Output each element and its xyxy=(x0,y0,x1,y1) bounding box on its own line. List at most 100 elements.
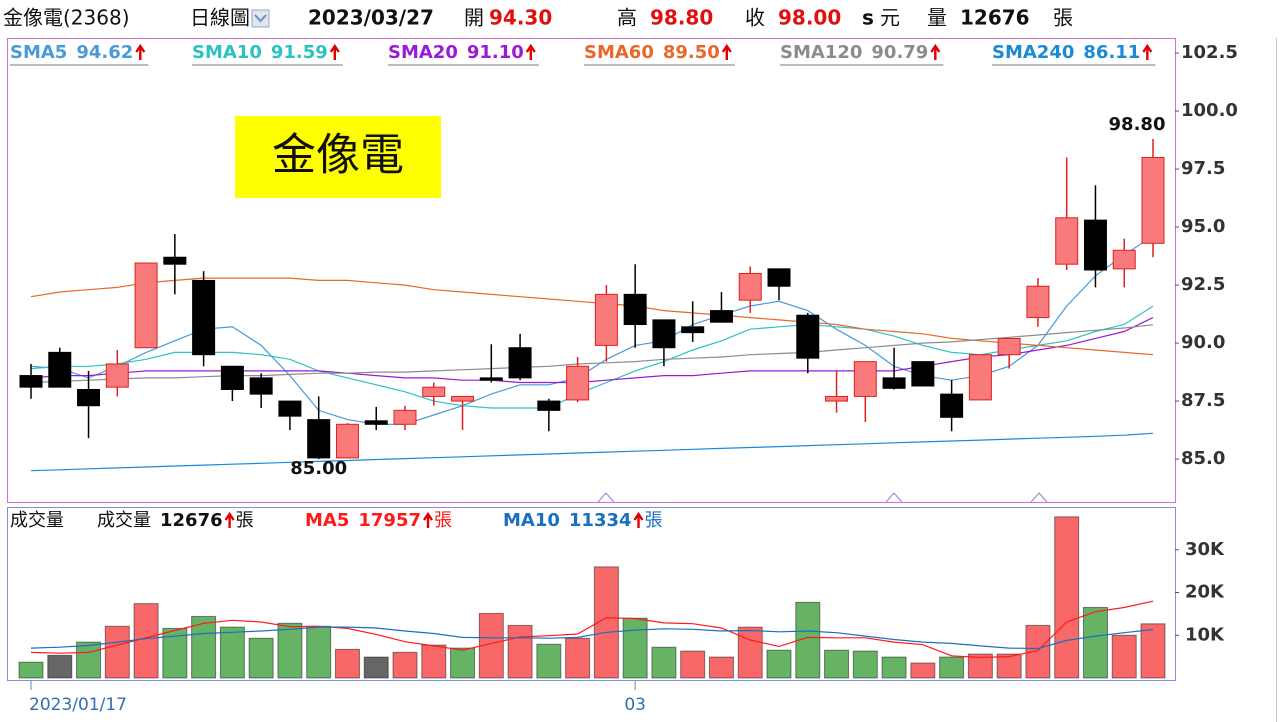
dropdown-arrow xyxy=(254,14,267,23)
candle-body xyxy=(997,337,1021,356)
y-tick-label: 87.5 xyxy=(1181,390,1225,411)
volume-bar xyxy=(133,603,159,679)
volume-bar xyxy=(622,617,648,679)
date: 2023/03/27 xyxy=(308,6,434,30)
candle-body xyxy=(594,293,618,346)
moving-average-line xyxy=(30,277,1154,356)
legend-entry: SMA20 91.10 xyxy=(388,42,524,63)
candle-body xyxy=(1055,217,1079,265)
volume-bar xyxy=(967,653,993,679)
volume-bar xyxy=(737,626,763,679)
candle-body xyxy=(105,363,129,388)
legend-value: 94.62 xyxy=(76,42,133,63)
legend-arrow xyxy=(329,43,340,60)
close-label: 收 xyxy=(745,6,765,30)
legend-value: 12676 xyxy=(160,510,223,531)
x-tick-label: 03 xyxy=(624,695,646,715)
candle-body xyxy=(307,419,331,459)
candle-body xyxy=(422,386,446,397)
candle-body xyxy=(681,326,705,334)
legend-value: 90.79 xyxy=(871,42,928,63)
volume-bar xyxy=(191,615,217,679)
candle-body xyxy=(48,351,72,388)
close-value: 98.00 xyxy=(778,6,841,30)
volume-bar xyxy=(104,625,130,679)
legend-arrow xyxy=(135,43,146,60)
y-tick-label: 90.0 xyxy=(1181,332,1225,353)
chart-title: 金像電 xyxy=(272,130,404,181)
candle-body xyxy=(278,400,302,417)
x-tick-label: 2023/01/17 xyxy=(29,695,127,715)
volume-bar xyxy=(1082,606,1108,679)
legend-value: 91.59 xyxy=(271,42,328,63)
candle-body xyxy=(163,256,187,265)
candle-body xyxy=(825,395,849,402)
view-name: 日線圖 xyxy=(190,6,250,30)
volume-bar xyxy=(939,656,965,679)
legend-name: SMA120 xyxy=(780,42,862,63)
candle-body xyxy=(1141,156,1165,244)
y-tick-label: 95.0 xyxy=(1181,216,1225,237)
volume-bar xyxy=(392,651,418,679)
moving-average-line xyxy=(30,305,1154,409)
volume-bar xyxy=(18,661,44,679)
candle-body xyxy=(1112,249,1136,270)
candle-body xyxy=(1083,219,1107,271)
candle-body xyxy=(796,314,820,359)
candle-body xyxy=(882,377,906,389)
y-tick-label: 97.5 xyxy=(1181,158,1225,179)
legend-name: SMA60 xyxy=(584,42,654,63)
volume-bar xyxy=(795,601,821,679)
y-tick-label: 85.0 xyxy=(1181,448,1225,469)
y-tick-label: 10K xyxy=(1185,624,1225,645)
volume-ma-line xyxy=(30,626,1154,650)
candle-body xyxy=(508,347,532,379)
candle-body xyxy=(479,377,503,381)
legend-entry: MA5 17957 xyxy=(305,510,421,531)
volume-bar xyxy=(881,656,907,679)
legend-name: SMA10 xyxy=(192,42,262,63)
volume-bar xyxy=(306,625,332,679)
candle-body xyxy=(968,354,992,401)
legend-entry: MA10 11334 xyxy=(503,510,632,531)
view-dropdown[interactable] xyxy=(251,9,270,28)
candle-body xyxy=(451,395,475,402)
legend-entry: SMA5 94.62 xyxy=(10,42,133,63)
candle-body xyxy=(566,365,590,401)
legend-entry: SMA60 89.50 xyxy=(584,42,720,63)
volume-bar xyxy=(248,637,274,679)
volume-bar xyxy=(1025,624,1051,679)
volume-bar xyxy=(1111,634,1137,679)
candle-body xyxy=(19,375,43,388)
legend-value: 89.50 xyxy=(663,42,720,63)
legend-arrow xyxy=(721,43,732,60)
high-value: 98.80 xyxy=(650,6,713,30)
volume-bar xyxy=(76,641,102,679)
volume-unit: 張 xyxy=(1053,6,1073,30)
candle-body xyxy=(335,423,359,459)
moving-average-line xyxy=(30,235,1154,425)
stock-name: 金像電(2368) xyxy=(3,6,130,30)
volume-bar xyxy=(910,662,936,679)
volume-bar xyxy=(363,656,389,679)
legend-name: MA5 xyxy=(305,510,349,531)
legend-arrow xyxy=(224,511,235,528)
legend-entry: SMA240 86.11 xyxy=(992,42,1140,63)
legend-name: 成交量 xyxy=(97,510,151,531)
legend-name: SMA240 xyxy=(992,42,1074,63)
legend-arrow xyxy=(423,511,433,528)
candle-body xyxy=(393,409,417,425)
currency: 元 xyxy=(880,6,900,30)
open-label: 開 xyxy=(464,6,484,30)
volume-panel-label: 成交量 xyxy=(10,510,64,531)
legend-value: 91.10 xyxy=(467,42,524,63)
candle-body xyxy=(77,388,101,407)
candle-body xyxy=(738,272,762,301)
volume-bar xyxy=(421,644,447,679)
low-annotation: 85.00 xyxy=(290,458,347,479)
title-box xyxy=(235,116,441,198)
legend-unit: 張 xyxy=(645,510,663,531)
volume-label: 量 xyxy=(927,6,947,30)
legend-entry: SMA10 91.59 xyxy=(192,42,328,63)
